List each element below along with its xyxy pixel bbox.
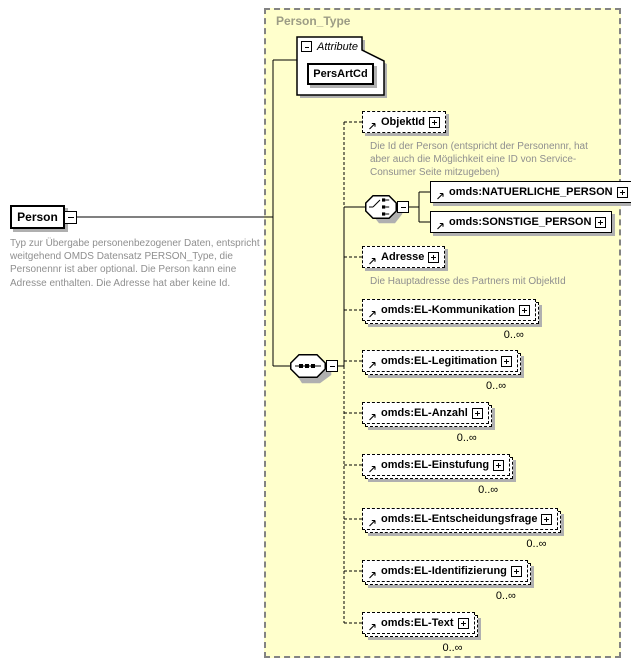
element-label: ObjektId [381, 116, 426, 128]
plus-icon[interactable] [493, 459, 505, 471]
cardinality-label: 0..∞ [486, 380, 507, 392]
element-el-entscheidungsfrage[interactable]: omds:EL-Entscheidungsfrage 0..∞ [362, 508, 562, 550]
cardinality-label: 0..∞ [478, 484, 499, 496]
element-label: omds:SONSTIGE_PERSON [449, 216, 592, 228]
cardinality-label: 0..∞ [456, 432, 477, 444]
cardinality-label: 0..∞ [503, 329, 524, 341]
element-el-identifizierung[interactable]: omds:EL-Identifizierung 0..∞ [362, 560, 531, 602]
ne-arrow-icon [368, 570, 377, 579]
element-adresse[interactable]: Adresse [362, 246, 446, 270]
solid-connectors [76, 59, 430, 367]
element-sonstige-person[interactable]: omds:SONSTIGE_PERSON [430, 211, 613, 235]
element-person[interactable]: Person [10, 205, 65, 229]
choice-icon [365, 195, 403, 224]
ne-arrow-icon [368, 622, 377, 631]
ne-arrow-icon [436, 221, 445, 230]
ne-arrow-icon [368, 121, 377, 130]
cardinality-label: 0..∞ [442, 642, 463, 654]
element-natuerliche-person[interactable]: omds:NATUERLICHE_PERSON [430, 181, 631, 205]
element-label: omds:EL-Identifizierung [381, 565, 507, 577]
cardinality-label: 0..∞ [526, 538, 547, 550]
element-label: Person [17, 210, 58, 224]
ne-arrow-icon [368, 464, 377, 473]
element-label: omds:EL-Anzahl [381, 407, 468, 419]
element-el-legitimation[interactable]: omds:EL-Legitimation 0..∞ [362, 350, 522, 392]
minus-icon[interactable] [397, 201, 409, 213]
panel-title: Person_Type [276, 14, 351, 28]
dashed-connectors [343, 121, 362, 624]
annotation-person: Typ zur Übergabe personenbezogener Daten… [10, 238, 260, 289]
plus-icon[interactable] [457, 617, 469, 629]
element-el-anzahl[interactable]: omds:EL-Anzahl 0..∞ [362, 402, 492, 444]
element-label: omds:EL-Text [381, 617, 454, 629]
minus-icon[interactable] [64, 211, 77, 224]
plus-icon[interactable] [501, 355, 513, 367]
plus-icon[interactable] [510, 565, 522, 577]
annotation-objektid: Die Id der Person (entspricht der Person… [370, 141, 588, 179]
attribute-persartcd[interactable]: PersArtCd [307, 63, 374, 85]
attribute-section-label: Attribute [317, 41, 358, 53]
minus-icon[interactable] [326, 360, 338, 372]
element-label: Adresse [381, 251, 425, 263]
element-label: omds:EL-Entscheidungsfrage [381, 513, 538, 525]
element-label: omds:EL-Einstufung [381, 459, 490, 471]
element-el-kommunikation[interactable]: omds:EL-Kommunikation 0..∞ [362, 299, 539, 341]
element-label: omds:EL-Kommunikation [381, 304, 515, 316]
plus-icon[interactable] [471, 407, 483, 419]
plus-icon[interactable] [518, 304, 530, 316]
ne-arrow-icon [436, 191, 445, 200]
element-label: omds:EL-Legitimation [381, 355, 498, 367]
element-objektid[interactable]: ObjektId [362, 111, 447, 135]
ne-arrow-icon [368, 256, 377, 265]
plus-icon[interactable] [616, 186, 628, 198]
ne-arrow-icon [368, 360, 377, 369]
sequence-icon [290, 354, 332, 384]
ne-arrow-icon [368, 309, 377, 318]
minus-icon[interactable] [301, 41, 312, 52]
cardinality-label: 0..∞ [495, 590, 516, 602]
plus-icon[interactable] [428, 251, 440, 263]
plus-icon[interactable] [595, 216, 607, 228]
ne-arrow-icon [368, 518, 377, 527]
attribute-label: PersArtCd [313, 68, 368, 80]
plus-icon[interactable] [429, 116, 441, 128]
plus-icon[interactable] [541, 513, 553, 525]
element-label: omds:NATUERLICHE_PERSON [449, 186, 613, 198]
annotation-adresse: Die Hauptadresse des Partners mit Objekt… [370, 276, 566, 287]
element-el-einstufung[interactable]: omds:EL-Einstufung 0..∞ [362, 454, 514, 496]
ne-arrow-icon [368, 412, 377, 421]
element-el-text[interactable]: omds:EL-Text 0..∞ [362, 612, 478, 654]
